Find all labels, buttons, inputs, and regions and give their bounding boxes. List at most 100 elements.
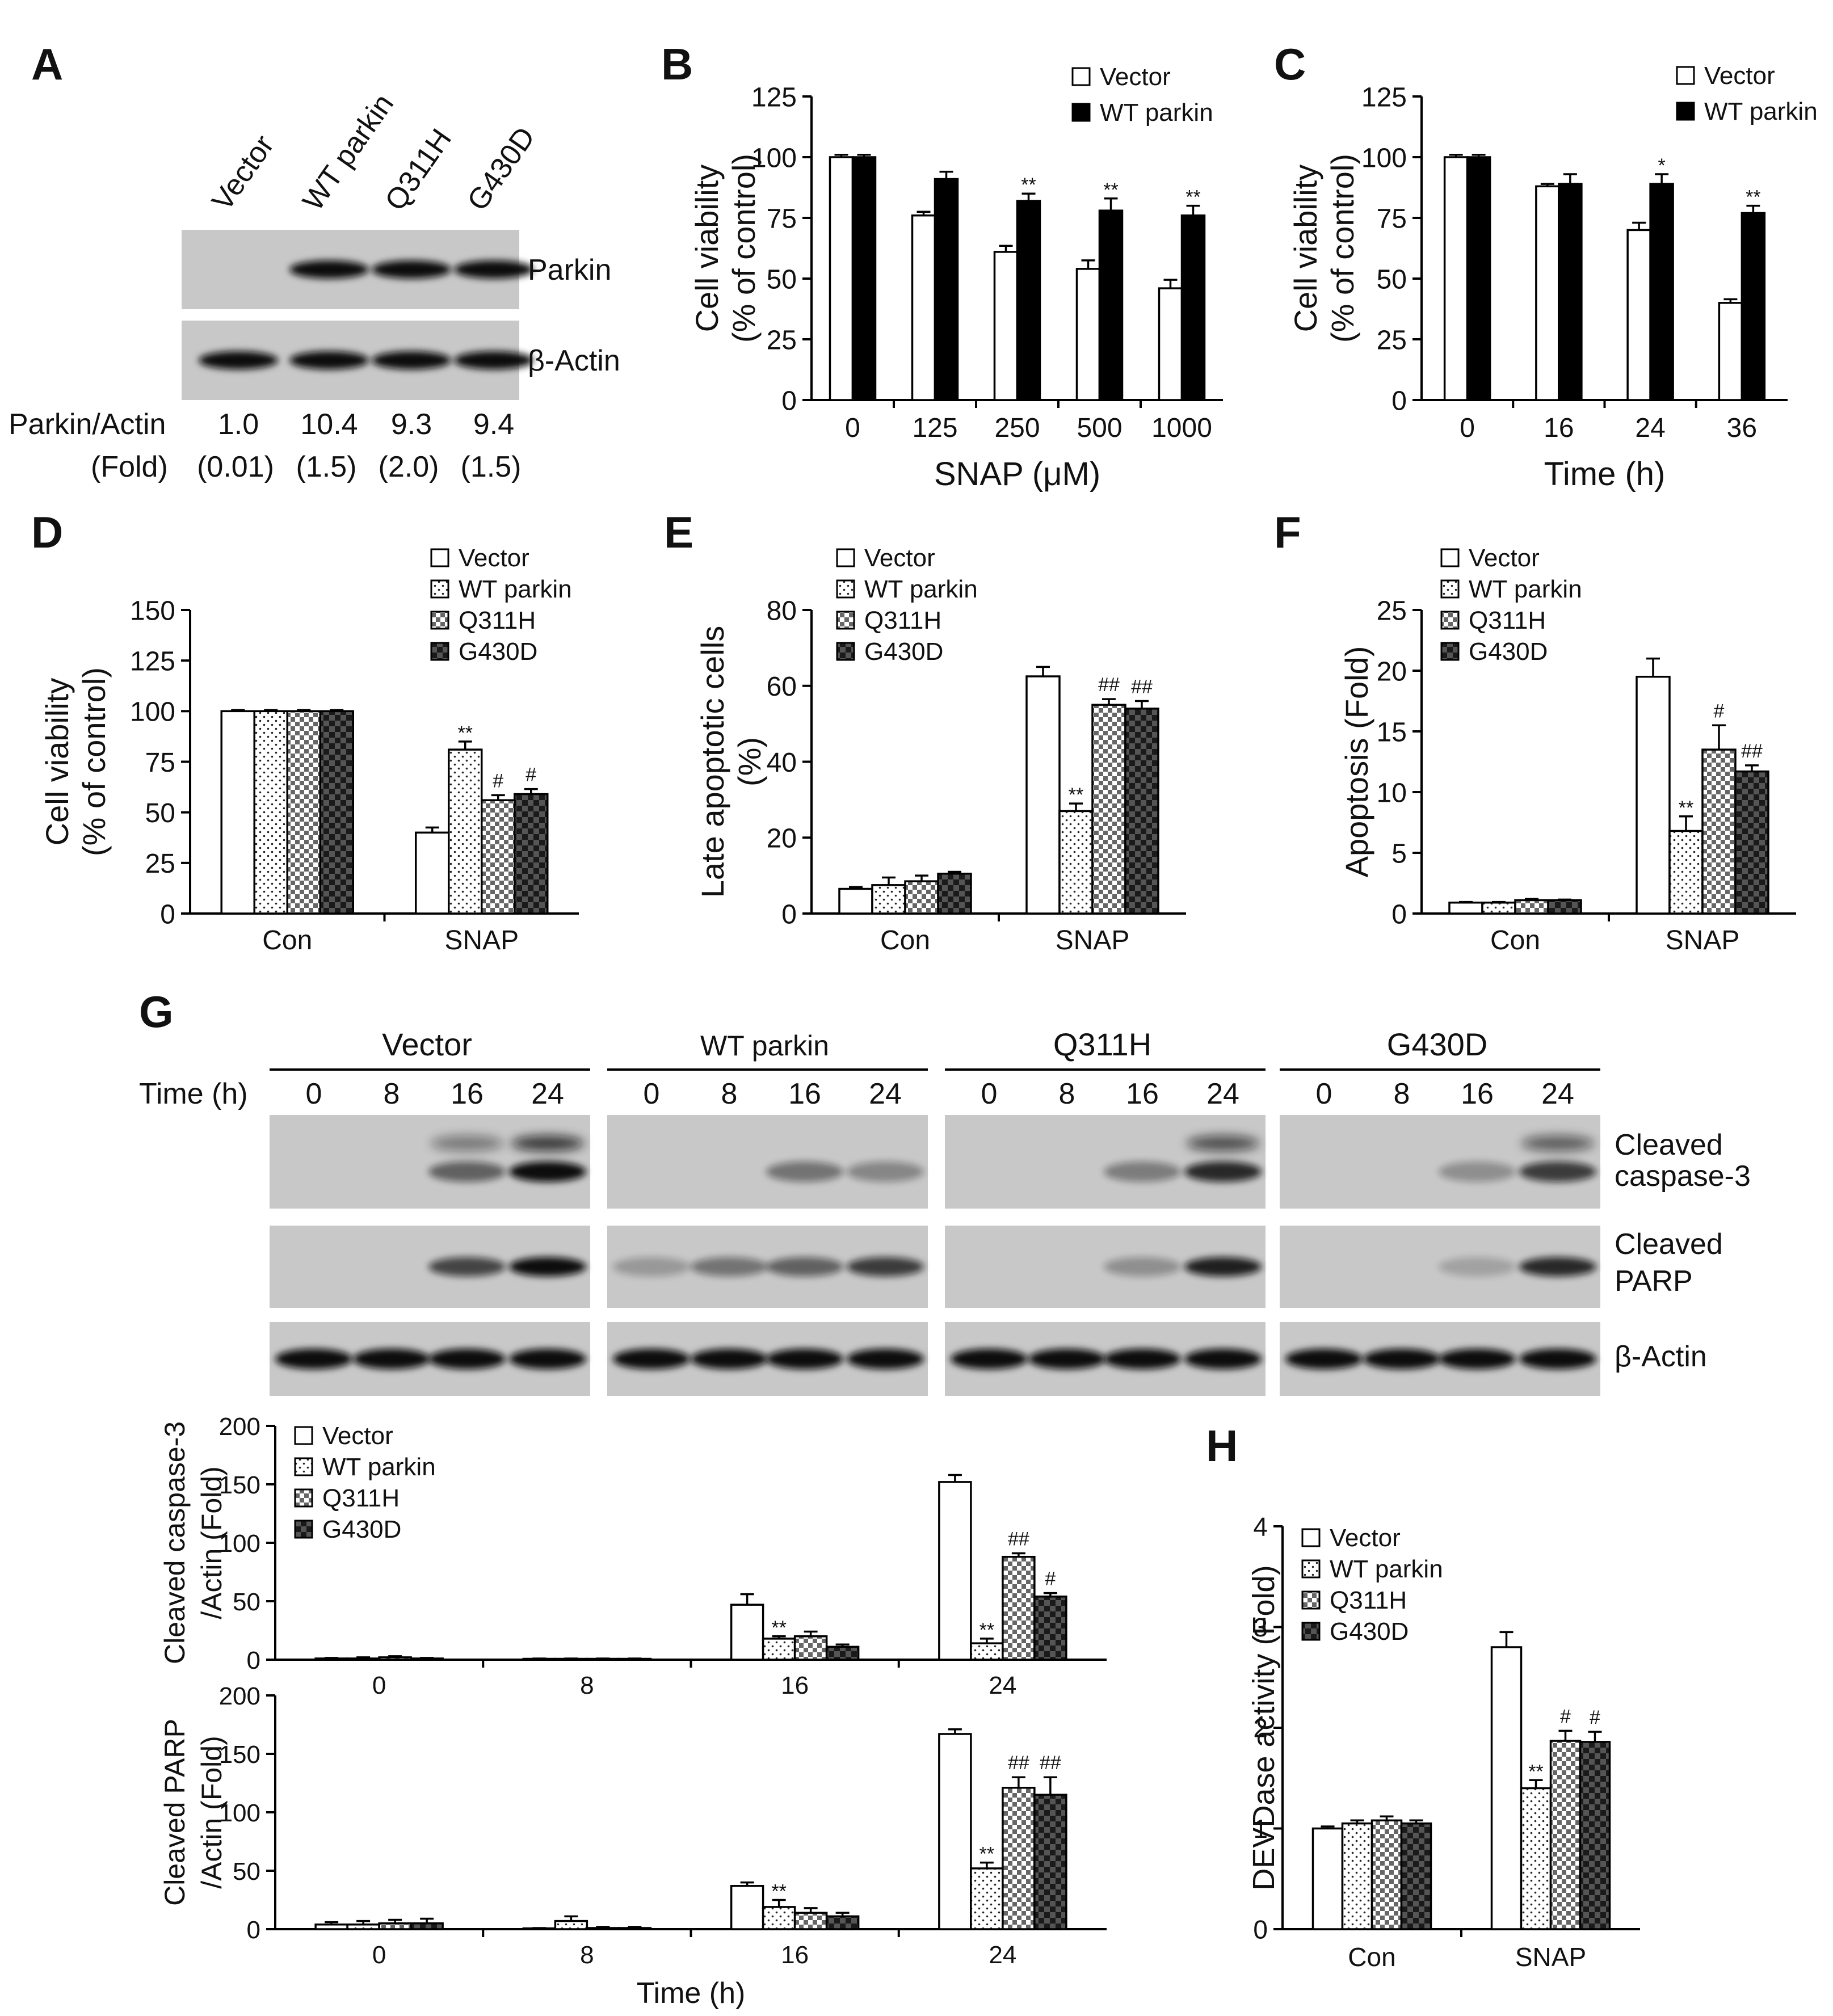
panel-label: B [661,39,693,89]
significance-mark: # [525,764,536,786]
legend-swatch [1301,1528,1321,1547]
legend-entry: Vector [1100,63,1171,91]
y-tick-label: 150 [219,1741,260,1769]
group-label: Q311H [1053,1026,1151,1062]
time-value: 24 [869,1078,902,1110]
y-tick-label: 50 [233,1858,260,1885]
y-tick-label: 0 [247,1647,260,1674]
group-label: G430D [1387,1026,1487,1062]
blot-band [1104,1257,1181,1277]
bar-vector [938,1481,972,1661]
time-value: 8 [384,1078,400,1110]
significance-mark: ** [771,1881,786,1903]
y-axis-label: Cell viability [1288,165,1323,333]
y-tick-label: 0 [1253,1915,1268,1945]
lane-label: Vector [205,129,280,217]
bar-vector [1626,229,1651,401]
x-tick-label: SNAP [444,925,519,956]
x-tick-label: 8 [580,1941,594,1969]
bar-wt-parkin [762,1906,796,1930]
western-blot-g: Time (h) Vector 0 8 16 24 WT parkin 0 8 16 24 Q311H… [139,1026,1751,1396]
y-axis-label: (% of control) [76,667,112,856]
bar-vector [1718,302,1743,401]
time-value: 24 [1541,1078,1574,1110]
time-value: 16 [451,1078,484,1110]
legend-swatch [294,1488,313,1508]
y-tick-label: 125 [751,82,797,112]
blot-band [428,1349,506,1369]
y-tick-label: 100 [751,143,797,173]
x-tick-label: 24 [1635,413,1665,443]
legend-entry: Vector [1330,1524,1401,1552]
x-axis-label: SNAP (μM) [934,456,1100,493]
bar-vector [730,1603,764,1661]
time-label: Time (h) [139,1078,248,1110]
time-value: 16 [788,1078,821,1110]
bar-q311h [904,880,939,915]
legend-swatch [1071,67,1091,86]
significance-mark: ## [1008,1529,1029,1550]
bar-wt-parkin [1520,1787,1552,1930]
bar-g430d [617,1927,652,1930]
bar-q311h [378,1922,412,1930]
panel-label: H [1206,1421,1238,1471]
legend-entry: WT parkin [1100,99,1213,127]
bar-vector [1025,675,1061,915]
x-tick-label: Con [1348,1942,1395,1972]
legend-entry: Vector [322,1422,393,1450]
y-axis-label: Cleaved caspase-3 [159,1421,191,1664]
y-tick-label: 20 [767,824,797,854]
x-tick-label: 500 [1077,413,1122,443]
blot-band [951,1349,1028,1369]
y-tick-label: 150 [219,1471,260,1499]
legend-entry: WT parkin [1330,1555,1443,1583]
legend-swatch [1676,102,1695,121]
y-tick-label: 2 [1253,1714,1268,1743]
legend-entry: G430D [1469,638,1548,666]
legend-entry: WT parkin [459,575,572,603]
bar-vector [829,156,854,401]
chart-h: H 0 1 2 3 4 DEVDase activity (Fold) Con ** # # SNAP… [1206,1421,1640,1972]
y-tick-label: 1 [1253,1814,1268,1844]
blot-band [1439,1349,1516,1369]
y-tick-label: 75 [145,748,175,778]
significance-mark: ** [458,722,473,744]
x-tick-label: Con [1490,925,1540,956]
panel-label: E [664,507,693,557]
bar-q311h [586,1927,620,1930]
bar-vector [1535,185,1560,401]
bar-vector [730,1885,764,1930]
bar-g430d [1547,899,1582,915]
blot-band [1519,1161,1596,1182]
legend-entry: Q311H [459,607,536,634]
bar-wt-parkin [970,1642,1004,1661]
x-tick-label: 0 [845,413,860,443]
bar-wt-parkin [934,178,959,401]
y-tick-label: 25 [1377,596,1407,626]
bar-vector [1636,675,1671,915]
blot-band [613,1257,690,1277]
significance-mark: # [1714,700,1725,722]
y-axis-label: DEVDase activity (Fold) [1247,1565,1281,1890]
blot-band [1184,1257,1262,1277]
legend-entry: Q311H [1469,607,1546,634]
significance-mark: # [1590,1707,1600,1728]
significance-mark: ** [1528,1761,1543,1782]
legend-swatch [1440,548,1460,567]
time-value: 8 [1394,1078,1410,1110]
y-tick-label: 0 [781,899,797,929]
bar-vector [314,1924,348,1930]
time-value: 16 [1126,1078,1159,1110]
bar-g430d [319,710,354,915]
bar-g430d [1033,1794,1067,1930]
fold-value: (1.5) [296,451,357,483]
blot-band [289,351,369,369]
panel-label-g: G [139,987,174,1037]
significance-mark: ** [1103,179,1118,201]
blot-band [511,1135,584,1151]
blot-row-label: Parkin [528,254,611,287]
ratio-value: 9.3 [391,408,432,441]
significance-mark: ** [1679,797,1693,819]
legend-entry: Q311H [864,607,941,634]
